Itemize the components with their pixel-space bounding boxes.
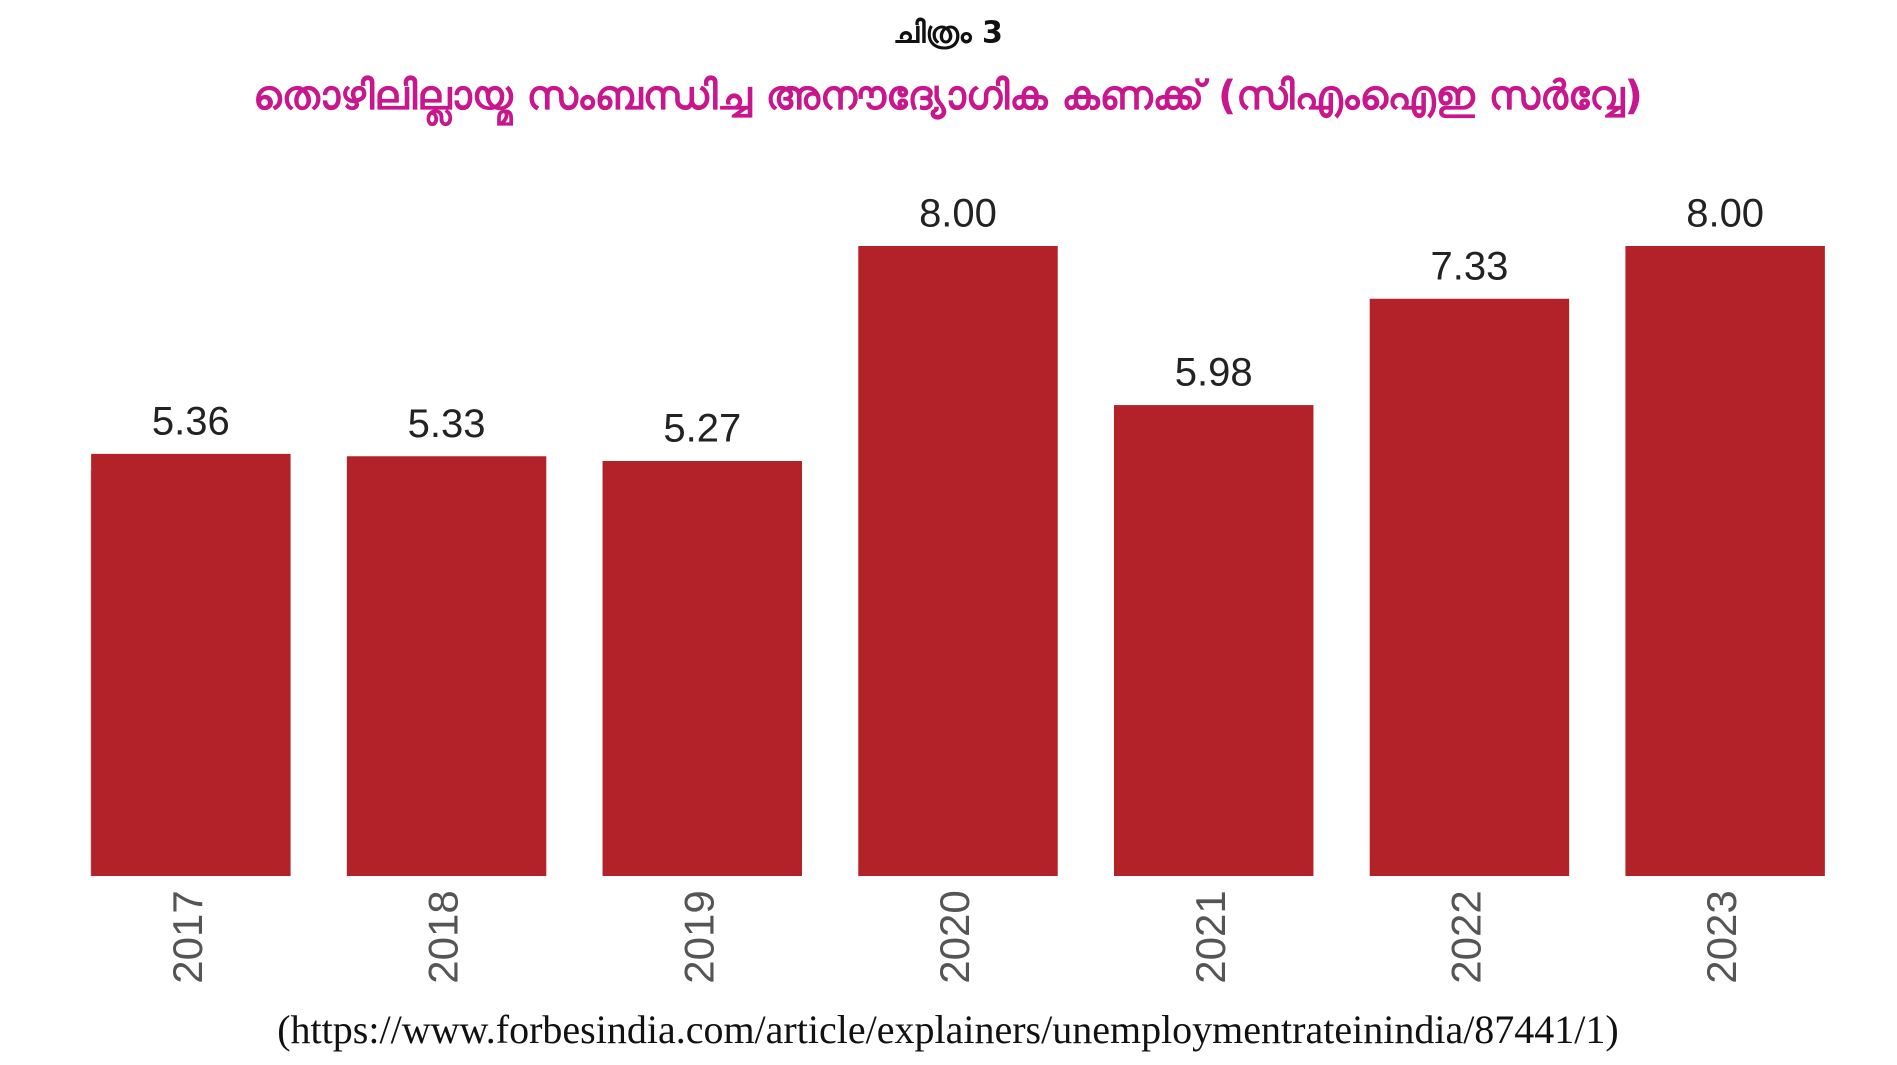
bar [1369,298,1570,876]
source-note: (https://www.forbesindia.com/article/exp… [277,1007,1619,1052]
x-tick-label: 2023 [1698,890,1745,983]
x-tick-label: 2020 [931,890,978,983]
value-label: 5.27 [663,407,741,451]
bar [91,453,291,876]
bar [1625,246,1825,876]
bar [346,456,547,876]
x-tick-label: 2022 [1443,890,1490,983]
bar [1113,405,1314,876]
value-label: 8.00 [919,192,997,236]
value-label: 8.00 [1686,192,1764,236]
chart-title: ചിത്രം 3 [893,16,1003,51]
x-tick-label: 2019 [675,890,722,983]
value-label: 5.33 [408,402,486,446]
value-label: 5.36 [152,399,230,443]
bar [602,460,803,876]
x-tick-label: 2021 [1187,890,1234,983]
value-label: 5.98 [1175,351,1253,395]
bar [858,246,1058,876]
x-tick-label: 2018 [420,890,467,983]
chart-subtitle: തൊഴിലില്ലായ്മ സംബന്ധിച്ച അനൗദ്യോഗിക കണക്… [253,73,1643,126]
x-tick-label: 2017 [164,890,211,983]
value-label: 7.33 [1430,244,1508,288]
